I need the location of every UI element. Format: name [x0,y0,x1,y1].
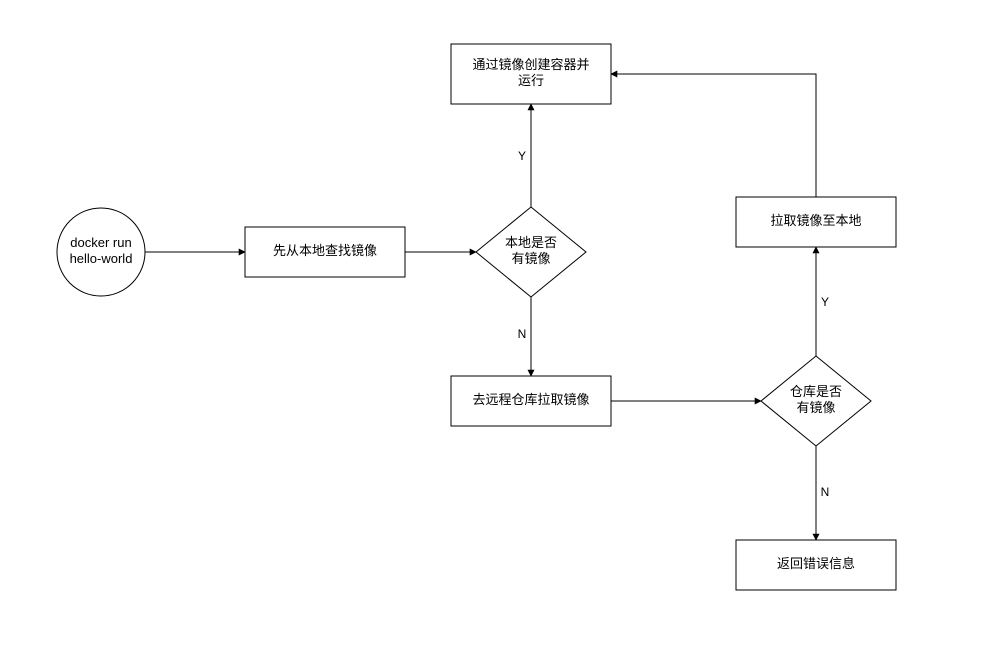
svg-text:docker runhello-world: docker runhello-world [70,235,133,266]
edge-e8 [611,74,816,197]
svg-text:N: N [518,327,527,341]
svg-text:仓库是否有镜像: 仓库是否有镜像 [790,384,842,415]
node-start: docker runhello-world [57,208,145,296]
edge-e4: N [518,297,531,376]
node-local_search: 先从本地查找镜像 [245,227,405,277]
svg-text:Y: Y [821,295,829,309]
svg-text:去远程仓库拉取镜像: 去远程仓库拉取镜像 [472,392,589,407]
svg-text:先从本地查找镜像: 先从本地查找镜像 [273,243,377,258]
node-local_has: 本地是否有镜像 [476,207,586,297]
edge-e3: Y [518,104,531,207]
svg-text:本地是否有镜像: 本地是否有镜像 [505,235,557,266]
node-create_run: 通过镜像创建容器并运行 [451,44,611,104]
node-repo_has: 仓库是否有镜像 [761,356,871,446]
node-pull_remote: 去远程仓库拉取镜像 [451,376,611,426]
flowchart-canvas: Y N Y N docker runhello-world 先从本地查找镜像 本地是否有镜… [0,0,989,649]
edge-e7: N [816,446,829,540]
edge-e6: Y [816,247,829,356]
svg-text:Y: Y [518,149,526,163]
node-pull_local: 拉取镜像至本地 [736,197,896,247]
node-return_error: 返回错误信息 [736,540,896,590]
svg-text:拉取镜像至本地: 拉取镜像至本地 [770,213,861,228]
svg-text:返回错误信息: 返回错误信息 [777,556,855,571]
svg-text:N: N [821,485,830,499]
